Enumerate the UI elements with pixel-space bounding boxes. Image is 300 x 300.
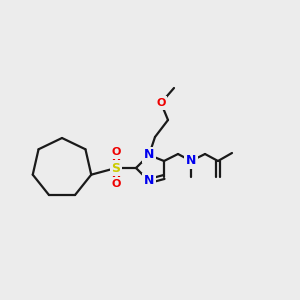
Text: N: N: [144, 175, 154, 188]
Text: O: O: [111, 147, 121, 157]
Text: N: N: [186, 154, 196, 167]
Text: O: O: [156, 98, 166, 108]
Text: N: N: [144, 148, 154, 161]
Text: S: S: [112, 161, 121, 175]
Text: O: O: [111, 179, 121, 189]
